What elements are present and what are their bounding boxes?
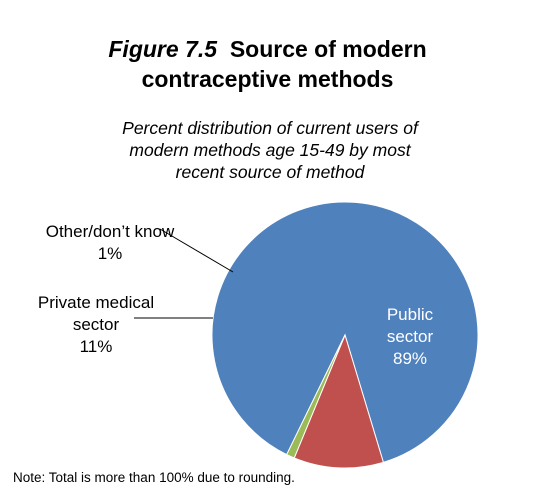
figure-title-line2: contraceptive methods [141, 66, 394, 92]
slice-other-dont-know [286, 334, 346, 459]
figure-title-line1: Source of modern [229, 36, 427, 62]
slice-private-medical-sector [293, 333, 385, 469]
leader-line-label-other-dont-know [159, 228, 234, 273]
subtitle-line3: recent source of method [175, 162, 365, 182]
slice-public-sector [211, 201, 479, 463]
label-other-dont-know: Other/don’t know 1% [46, 222, 175, 263]
figure-subtitle: Percent distribution of current users of… [40, 117, 500, 183]
figure-number: Figure 7.5 [108, 36, 218, 62]
pie-slices [211, 201, 479, 469]
figure-note: Note: Total is more than 100% due to rou… [13, 470, 295, 485]
subtitle-line1: Percent distribution of current users of [122, 118, 418, 138]
subtitle-line2: modern methods age 15-49 by most [129, 140, 411, 160]
figure-title: Figure 7.5 Source of modern contraceptiv… [0, 34, 535, 94]
label-private-medical-sector: Private medical sector 11% [38, 293, 154, 356]
label-public-sector: Public sector 89% [387, 305, 434, 368]
pie-labels: Public sector 89% Private medical sector 11% O… [38, 222, 434, 368]
